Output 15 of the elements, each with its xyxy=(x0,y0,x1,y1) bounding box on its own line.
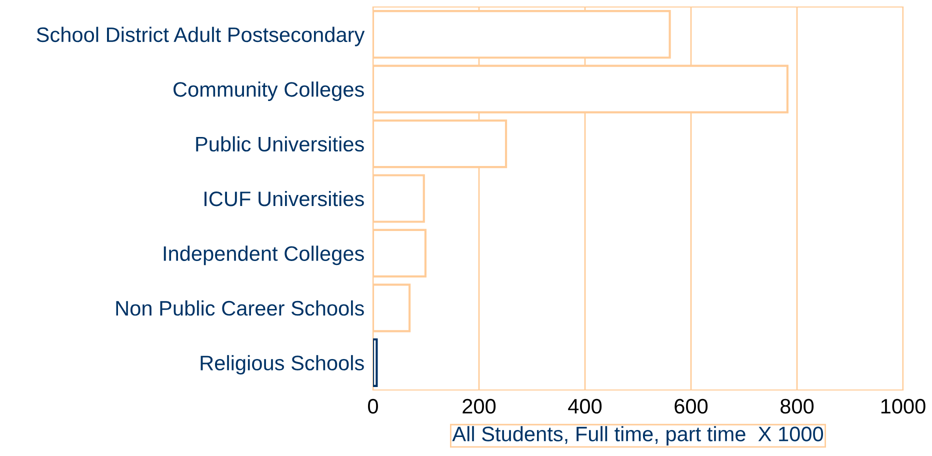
x-axis-title: All Students, Full time, part time X 1000 xyxy=(452,426,824,446)
x-tick-label: 200 xyxy=(462,398,496,414)
bar xyxy=(373,338,378,387)
y-tick-label: School District Adult Postsecondary xyxy=(36,26,365,46)
x-tick-label: 600 xyxy=(674,398,708,414)
x-tick-label: 0 xyxy=(368,398,378,414)
y-tick-label: Independent Colleges xyxy=(164,246,364,266)
x-tick-label: 400 xyxy=(568,398,602,414)
y-tick-label: Community Colleges xyxy=(174,82,364,101)
y-tick-label: Public Universities xyxy=(196,136,364,152)
x-tick-label: 1000 xyxy=(881,398,926,414)
y-tick-label: ICUF Universities xyxy=(204,190,364,206)
x-tick-label: 800 xyxy=(780,398,814,414)
y-tick-label: Religious Schools xyxy=(200,355,364,375)
y-tick-label: Non Public Career Schools xyxy=(116,300,364,316)
